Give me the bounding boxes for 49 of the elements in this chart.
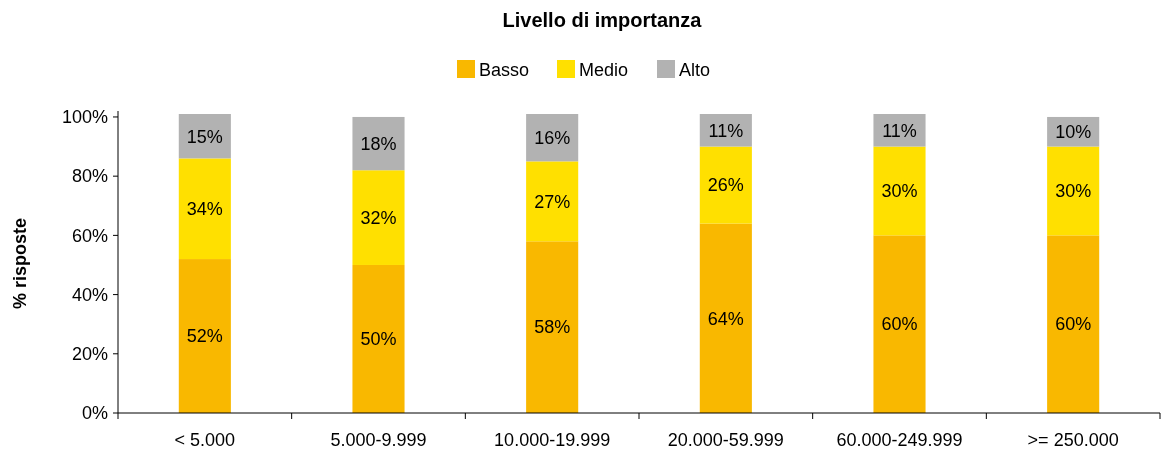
bar — [352, 264, 405, 413]
legend-label: Medio — [579, 60, 629, 81]
data-label: 60% — [1055, 314, 1092, 335]
data-label: 30% — [1055, 181, 1092, 202]
y-tick-label: 100% — [61, 107, 108, 128]
bar — [178, 259, 231, 413]
data-label: 32% — [360, 207, 397, 228]
data-label: 15% — [186, 126, 223, 147]
y-axis-title: % risposte — [10, 217, 30, 310]
data-label: 11% — [708, 120, 744, 141]
bar — [526, 241, 579, 413]
bar — [1047, 146, 1100, 236]
bar — [178, 158, 231, 260]
x-tick-label: 10.000-19.999 — [494, 430, 611, 451]
data-label: 11% — [882, 120, 917, 141]
y-tick-label: 80% — [71, 166, 108, 187]
bar — [1047, 235, 1100, 413]
y-tick-label: 20% — [71, 344, 108, 365]
x-tick-label: 60.000-249.999 — [836, 430, 963, 451]
data-label: 10% — [1055, 122, 1092, 143]
y-tick-label: 60% — [71, 225, 108, 246]
data-label: 26% — [707, 175, 744, 196]
data-label: 50% — [360, 329, 397, 350]
data-label: 60% — [881, 314, 918, 335]
data-label: 30% — [881, 181, 918, 202]
bar — [873, 235, 926, 413]
bar — [699, 223, 752, 413]
legend-label: Basso — [479, 60, 530, 81]
data-label: 64% — [707, 308, 744, 329]
bar — [873, 146, 926, 236]
bar — [352, 116, 405, 171]
bar — [526, 161, 579, 242]
x-tick-label: >= 250.000 — [1027, 430, 1119, 451]
legend-label: Alto — [679, 60, 711, 81]
bar — [699, 146, 752, 224]
data-label: 16% — [534, 127, 571, 148]
y-tick-label: 40% — [71, 284, 108, 305]
x-tick-label: 20.000-59.999 — [667, 430, 784, 451]
data-label: 34% — [186, 199, 223, 220]
bar — [352, 170, 405, 265]
data-label: 58% — [534, 317, 571, 338]
bar — [873, 114, 926, 147]
data-label: 18% — [360, 133, 397, 154]
x-tick-label: < 5.000 — [174, 430, 236, 451]
chart-title: Livello di importanza — [502, 9, 703, 31]
x-tick-label: 5.000-9.999 — [330, 430, 427, 451]
data-label: 52% — [186, 326, 223, 347]
y-tick-label: 0% — [81, 403, 108, 424]
data-label: 27% — [534, 191, 571, 212]
